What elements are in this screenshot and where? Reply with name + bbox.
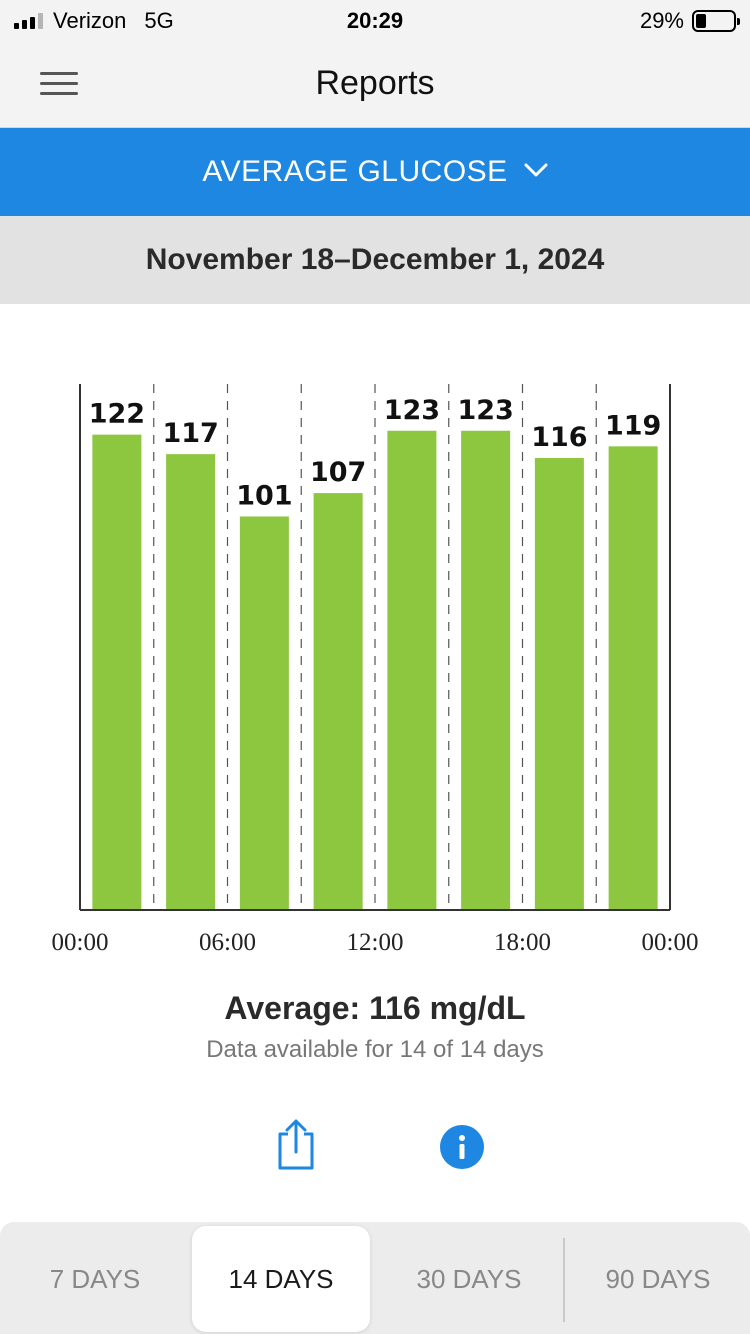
status-right: 29%	[639, 8, 740, 34]
signal-strength-icon	[14, 13, 43, 29]
tab-14-days[interactable]: 14 DAYS	[192, 1226, 370, 1332]
status-time: 20:29	[346, 8, 404, 33]
chart-value-label: 123	[384, 395, 440, 426]
chevron-down-icon	[524, 162, 548, 183]
info-icon[interactable]	[440, 1125, 484, 1169]
chart-bar	[239, 516, 289, 910]
chart-value-label: 107	[310, 457, 366, 488]
report-type-dropdown[interactable]: AVERAGE GLUCOSE	[0, 128, 750, 216]
status-bar: Verizon 5G 20:29 29%	[0, 0, 750, 40]
tab-7-days[interactable]: 7 DAYS	[49, 1263, 141, 1294]
period-tabs: 7 DAYS 14 DAYS 30 DAYS 90 DAYS	[0, 1222, 750, 1334]
chart-bar	[387, 430, 437, 910]
chart-value-label: 101	[236, 480, 292, 511]
chart-bar	[313, 493, 363, 910]
battery-fill	[696, 14, 707, 28]
chart-bar	[461, 430, 511, 910]
tab-divider	[563, 1238, 565, 1322]
chart-x-tick-label: 00:00	[642, 929, 699, 956]
network-type: 5G	[144, 8, 174, 33]
chart-x-tick-label: 12:00	[347, 929, 404, 956]
chart-value-label: 123	[457, 395, 513, 426]
tab-90-days[interactable]: 90 DAYS	[605, 1263, 711, 1294]
battery-icon	[692, 10, 740, 32]
carrier-name: Verizon	[53, 8, 127, 33]
nav-bar: Reports	[0, 40, 750, 128]
chart-bar	[92, 434, 142, 910]
chart-value-label: 119	[605, 410, 661, 441]
chart-bar	[166, 454, 216, 910]
date-range: November 18–December 1, 2024	[145, 243, 605, 276]
chart-x-tick-label: 06:00	[199, 929, 256, 956]
chart-value-label: 122	[89, 399, 145, 430]
chart-value-label: 117	[162, 418, 218, 449]
chart-bar	[534, 458, 584, 910]
chart-value-label: 116	[531, 422, 587, 453]
chart-bar	[608, 446, 658, 910]
page-title: Reports	[315, 64, 435, 102]
average-glucose-chart: 122 117 101 107 123 123 116 119 00:00 06:00 12:00 1…	[52, 384, 699, 956]
chart-x-tick-label: 00:00	[52, 929, 109, 956]
battery-percent: 29%	[639, 8, 684, 33]
tab-30-days[interactable]: 30 DAYS	[416, 1263, 522, 1294]
report-type-label: AVERAGE GLUCOSE	[202, 155, 508, 188]
share-icon[interactable]	[276, 1118, 316, 1172]
average-glucose-value: Average: 116 mg/dL	[224, 990, 526, 1026]
date-range-band: November 18–December 1, 2024	[0, 216, 750, 304]
status-left: Verizon 5G	[14, 8, 174, 34]
data-availability-text: Data available for 14 of 14 days	[206, 1036, 544, 1063]
chart-x-tick-label: 18:00	[494, 929, 551, 956]
hamburger-menu-icon[interactable]	[40, 70, 78, 96]
